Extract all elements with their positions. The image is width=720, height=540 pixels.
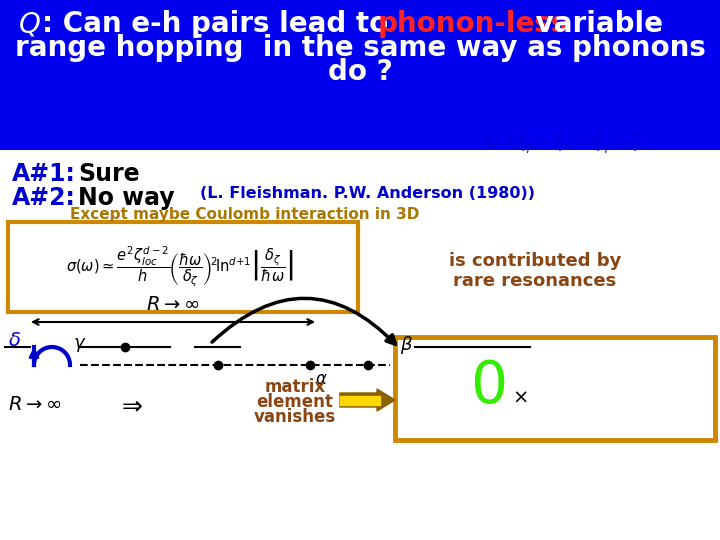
- Text: rare resonances: rare resonances: [454, 272, 616, 290]
- Text: $\times$: $\times$: [512, 388, 528, 407]
- Text: phonon-less: phonon-less: [378, 10, 568, 38]
- Bar: [0, 0, 720, 150]
- Text: is contributed by: is contributed by: [449, 252, 621, 270]
- Text: A#2:: A#2:: [12, 186, 76, 210]
- Text: A#1:: A#1:: [12, 162, 76, 186]
- Text: : Can e-h pairs lead to: : Can e-h pairs lead to: [42, 10, 398, 38]
- Text: vanishes: vanishes: [254, 408, 336, 426]
- Text: matrix: matrix: [264, 378, 325, 396]
- Text: Sure: Sure: [78, 162, 140, 186]
- Text: No way: No way: [78, 186, 175, 210]
- Text: element: element: [256, 393, 333, 411]
- Text: $R \rightarrow \infty$: $R \rightarrow \infty$: [146, 295, 200, 314]
- FancyArrow shape: [340, 389, 395, 411]
- Text: (L. Fleishman. P.W. Anderson (1980)): (L. Fleishman. P.W. Anderson (1980)): [200, 186, 535, 201]
- Text: $\Rightarrow$: $\Rightarrow$: [117, 393, 143, 417]
- Text: $R \rightarrow \infty$: $R \rightarrow \infty$: [8, 395, 62, 415]
- Text: $\gamma$: $\gamma$: [73, 336, 86, 354]
- FancyArrow shape: [340, 395, 380, 404]
- Text: variable: variable: [526, 10, 663, 38]
- Text: $\beta$: $\beta$: [400, 334, 413, 356]
- Text: $0$: $0$: [470, 359, 505, 415]
- Text: $\delta$: $\delta$: [8, 330, 21, 349]
- Text: do ?: do ?: [328, 58, 392, 86]
- Text: range hopping  in the same way as phonons: range hopping in the same way as phonons: [14, 34, 706, 62]
- Text: $\sigma(\omega) \simeq \dfrac{e^2\zeta_{loc}^{d-2}}{h}\!\left(\dfrac{\hbar\omega: $\sigma(\omega) \simeq \dfrac{e^2\zeta_{…: [66, 245, 294, 289]
- Text: $\alpha$: $\alpha$: [315, 370, 328, 388]
- Bar: [395, 337, 715, 440]
- Bar: [8, 222, 358, 312]
- Text: $Q$: $Q$: [18, 10, 41, 38]
- Text: $\omega = \xi_\beta - \xi_\alpha = \xi_\gamma - \xi_\delta$: $\omega = \xi_\beta - \xi_\alpha = \xi_\…: [482, 132, 647, 156]
- Text: Except maybe Coulomb interaction in 3D: Except maybe Coulomb interaction in 3D: [70, 207, 419, 222]
